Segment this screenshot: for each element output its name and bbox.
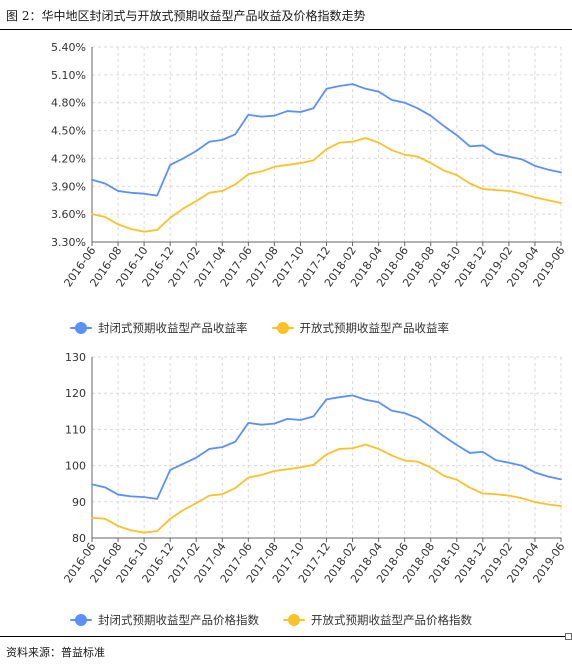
y-tick-label: 100 xyxy=(65,460,86,473)
top-rule xyxy=(0,29,572,30)
price-index-chart-legend: 封闭式预期收益型产品价格指数 开放式预期收益型产品价格指数 xyxy=(70,612,490,628)
legend-item-closed-index[interactable]: 封闭式预期收益型产品价格指数 xyxy=(70,612,259,628)
y-tick-label: 5.40% xyxy=(51,41,86,54)
y-tick-label: 5.10% xyxy=(51,69,86,82)
y-tick-label: 3.30% xyxy=(51,236,86,249)
legend-item-open-index[interactable]: 开放式预期收益型产品价格指数 xyxy=(283,612,472,628)
bottom-rule xyxy=(0,636,566,637)
y-tick-label: 120 xyxy=(65,387,86,400)
series-line-closed xyxy=(91,83,562,197)
yield-chart: 5.40% 5.10% 4.80% 4.50% 4.20% 3.90% 3.60% 3.30%… xyxy=(51,41,567,289)
y-tick-label: 130 xyxy=(65,351,86,364)
y-tick-label: 110 xyxy=(65,423,86,436)
legend-label-open-yield: 开放式预期收益型产品收益率 xyxy=(299,321,450,335)
series-line-open xyxy=(91,443,562,534)
legend-marker-open-icon xyxy=(283,614,305,626)
series-line-open xyxy=(91,137,562,233)
price-index-chart: 13012011010090802016-062016-082016-10201… xyxy=(61,351,567,585)
y-tick-label: 4.50% xyxy=(51,125,86,138)
legend-marker-open-icon xyxy=(271,322,294,334)
corner-marker xyxy=(565,633,572,640)
y-tick-label: 4.20% xyxy=(51,152,86,165)
source-note: 资料来源：普益标准 xyxy=(6,646,105,659)
y-tick-label: 3.60% xyxy=(51,208,86,221)
legend-marker-closed-icon xyxy=(70,322,92,334)
legend-item-open-yield[interactable]: 开放式预期收益型产品收益率 xyxy=(271,320,450,336)
y-tick-label: 4.80% xyxy=(51,97,86,110)
y-tick-label: 80 xyxy=(72,532,86,545)
legend-label-closed-yield: 封闭式预期收益型产品收益率 xyxy=(98,321,248,335)
figure-title: 图 2：华中地区封闭式与开放式预期收益型产品收益及价格指数走势 xyxy=(6,9,366,23)
yield-chart-legend: 封闭式预期收益型产品收益率 开放式预期收益型产品收益率 xyxy=(70,320,467,336)
series-line-closed xyxy=(91,394,562,500)
y-tick-label: 3.90% xyxy=(51,180,86,193)
y-tick-label: 90 xyxy=(72,496,86,509)
legend-item-closed-yield[interactable]: 封闭式预期收益型产品收益率 xyxy=(70,320,248,336)
legend-label-closed-index: 封闭式预期收益型产品价格指数 xyxy=(98,613,259,627)
legend-marker-closed-icon xyxy=(70,614,92,626)
legend-label-open-index: 开放式预期收益型产品价格指数 xyxy=(311,613,472,627)
